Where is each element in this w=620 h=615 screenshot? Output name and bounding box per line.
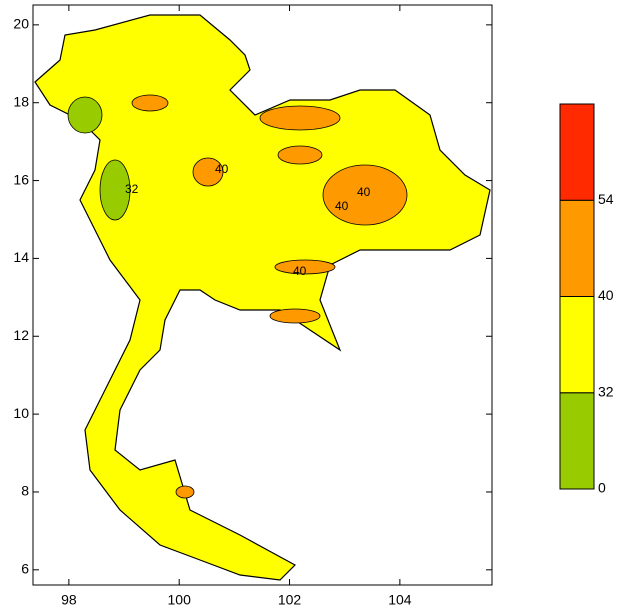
region-high	[269, 308, 321, 324]
contour-label: 32	[125, 182, 139, 196]
y-tick-label: 8	[21, 483, 29, 499]
colorbar-label: 0	[598, 480, 606, 496]
x-tick-label: 98	[61, 592, 77, 608]
x-tick-label: 102	[278, 592, 302, 608]
y-tick-label: 12	[13, 327, 29, 343]
colorbar-label: 32	[598, 383, 614, 399]
colorbar-label: 54	[598, 191, 614, 207]
region-high	[259, 105, 341, 131]
region-high	[175, 485, 195, 499]
region-low	[99, 159, 131, 221]
region-high	[274, 259, 336, 275]
region-high	[322, 164, 408, 226]
country-outline	[34, 14, 491, 581]
x-tick-label: 104	[388, 592, 412, 608]
land: 40 40 40 32 40	[34, 14, 491, 581]
plot-frame	[32, 4, 493, 586]
colorbar-band	[559, 392, 595, 490]
colorbar-band	[559, 103, 595, 201]
contour-label: 40	[215, 162, 229, 176]
region-high	[192, 157, 224, 187]
contour-label: 40	[357, 185, 371, 199]
contour-regions	[67, 94, 408, 499]
y-tick-label: 6	[21, 561, 29, 577]
colorbar-label: 40	[598, 287, 614, 303]
colorbar-band	[559, 199, 595, 297]
region-high	[131, 94, 169, 112]
contour-label: 40	[293, 264, 307, 278]
y-tick-label: 20	[13, 16, 29, 32]
x-tick-label: 100	[168, 592, 192, 608]
y-tick-label: 16	[13, 171, 29, 187]
region-high	[277, 145, 323, 165]
y-tick-label: 18	[13, 93, 29, 109]
y-tick-label: 14	[13, 249, 29, 265]
y-tick-label: 10	[13, 405, 29, 421]
colorbar-band	[559, 296, 595, 394]
contour-label: 40	[335, 199, 349, 213]
region-low	[67, 96, 103, 134]
